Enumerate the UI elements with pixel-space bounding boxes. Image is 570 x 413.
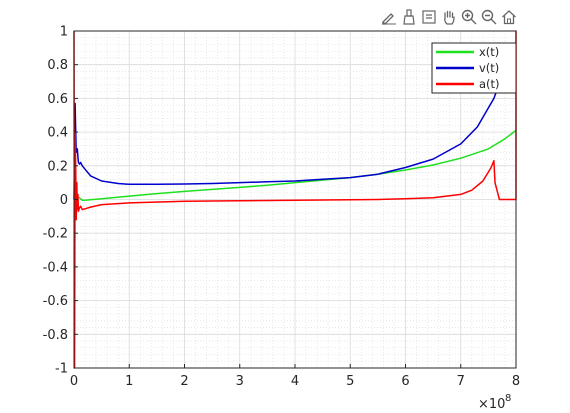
y-tick-label: -0.2 <box>43 227 68 242</box>
x-axis-multiplier-exponent: 8 <box>505 393 511 404</box>
zoom-in-icon[interactable] <box>460 8 478 26</box>
legend-label: v(t) <box>479 61 499 75</box>
x-tick-label: 7 <box>457 374 465 389</box>
y-tick-label: -0.6 <box>43 294 68 309</box>
x-tick-label: 4 <box>291 374 299 389</box>
edit-plot-icon[interactable] <box>380 8 398 26</box>
home-icon[interactable] <box>500 8 518 26</box>
legend-label: x(t) <box>479 45 499 59</box>
y-tick-label: 0.6 <box>47 92 68 107</box>
y-tick-label: 0.4 <box>47 126 68 141</box>
y-tick-label: 0.2 <box>47 159 68 174</box>
x-axis-multiplier: ×10 <box>478 397 505 412</box>
legend-label: a(t) <box>479 77 500 91</box>
x-tick-label: 1 <box>125 374 133 389</box>
y-tick-label: 0 <box>60 193 68 208</box>
plot-toolbar <box>380 8 518 26</box>
series-line-at <box>73 30 517 369</box>
y-tick-label: -1 <box>55 362 68 377</box>
data-cursor-icon[interactable] <box>420 8 438 26</box>
series-line-vt <box>73 50 516 200</box>
y-tick-label: 0.8 <box>47 58 68 73</box>
x-tick-label: 2 <box>180 374 188 389</box>
x-tick-label: 5 <box>346 374 354 389</box>
x-tick-label: 6 <box>401 374 409 389</box>
zoom-out-icon[interactable] <box>480 8 498 26</box>
legend: x(t) v(t) a(t) <box>431 42 517 94</box>
pan-hand-icon[interactable] <box>440 8 458 26</box>
brush-icon[interactable] <box>400 8 418 26</box>
y-tick-label: 1 <box>60 25 68 40</box>
series-lines <box>73 30 517 369</box>
axis-ticks: 0 1 2 3 4 5 6 7 8 -1 -0.8 -0.6 -0.4 -0.2 0 0.2 0.4 0.6 0.8… <box>43 25 521 413</box>
y-tick-label: -0.4 <box>43 260 68 275</box>
series-line-xt <box>73 129 517 202</box>
x-tick-label: 3 <box>236 374 244 389</box>
y-tick-label: -0.8 <box>43 328 68 343</box>
x-tick-label: 0 <box>70 374 78 389</box>
x-tick-label: 8 <box>512 374 520 389</box>
